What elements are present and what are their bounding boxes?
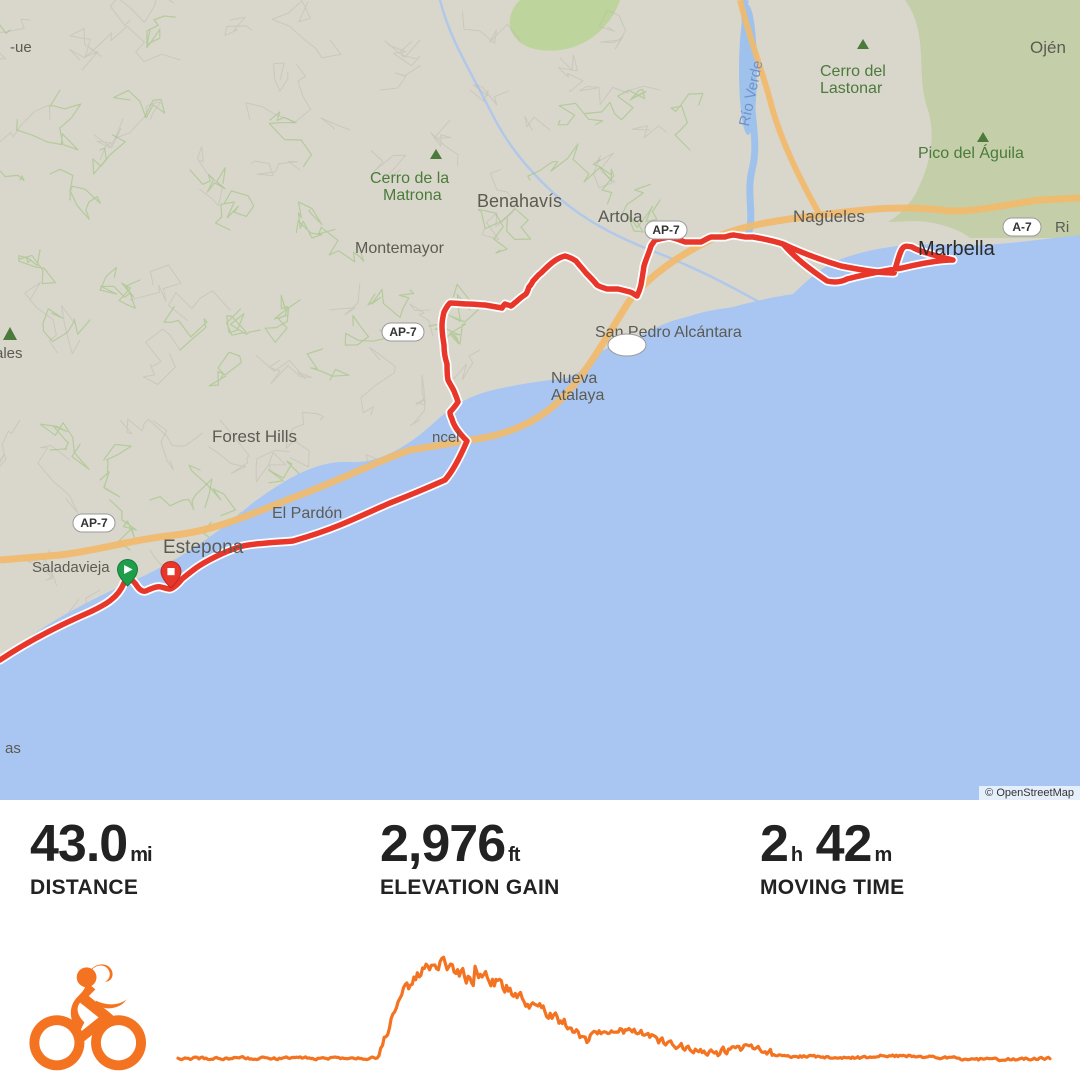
svg-text:AP-7: AP-7 <box>389 325 417 339</box>
svg-text:Pico del Águila: Pico del Águila <box>918 143 1024 162</box>
svg-text:Montemayor: Montemayor <box>355 240 445 257</box>
svg-text:AP-7: AP-7 <box>652 223 680 237</box>
svg-text:ales: ales <box>0 345 23 362</box>
svg-text:A-7: A-7 <box>1012 220 1032 234</box>
svg-text:Cerro del: Cerro del <box>820 63 886 80</box>
svg-text:Atalaya: Atalaya <box>551 387 604 404</box>
svg-text:Cerro de la: Cerro de la <box>370 170 449 187</box>
svg-text:as: as <box>5 740 21 757</box>
svg-text:Forest Hills: Forest Hills <box>212 427 297 446</box>
svg-text:Ojén: Ojén <box>1030 38 1066 57</box>
svg-text:Ri: Ri <box>1055 219 1069 236</box>
svg-text:Saladavieja: Saladavieja <box>32 559 110 576</box>
svg-text:Nueva: Nueva <box>551 370 597 387</box>
svg-text:Estepona: Estepona <box>163 537 244 558</box>
svg-text:Lastonar: Lastonar <box>820 80 883 97</box>
svg-text:-ue: -ue <box>10 39 32 56</box>
svg-text:Nagüeles: Nagüeles <box>793 207 865 226</box>
svg-text:Artola: Artola <box>598 207 643 226</box>
svg-text:Marbella: Marbella <box>918 238 996 260</box>
svg-text:AP-7: AP-7 <box>80 516 108 530</box>
svg-text:El Pardón: El Pardón <box>272 505 342 522</box>
svg-text:ncel: ncel <box>432 429 460 446</box>
svg-text:Benahavís: Benahavís <box>477 191 562 211</box>
svg-text:Matrona: Matrona <box>383 187 442 204</box>
